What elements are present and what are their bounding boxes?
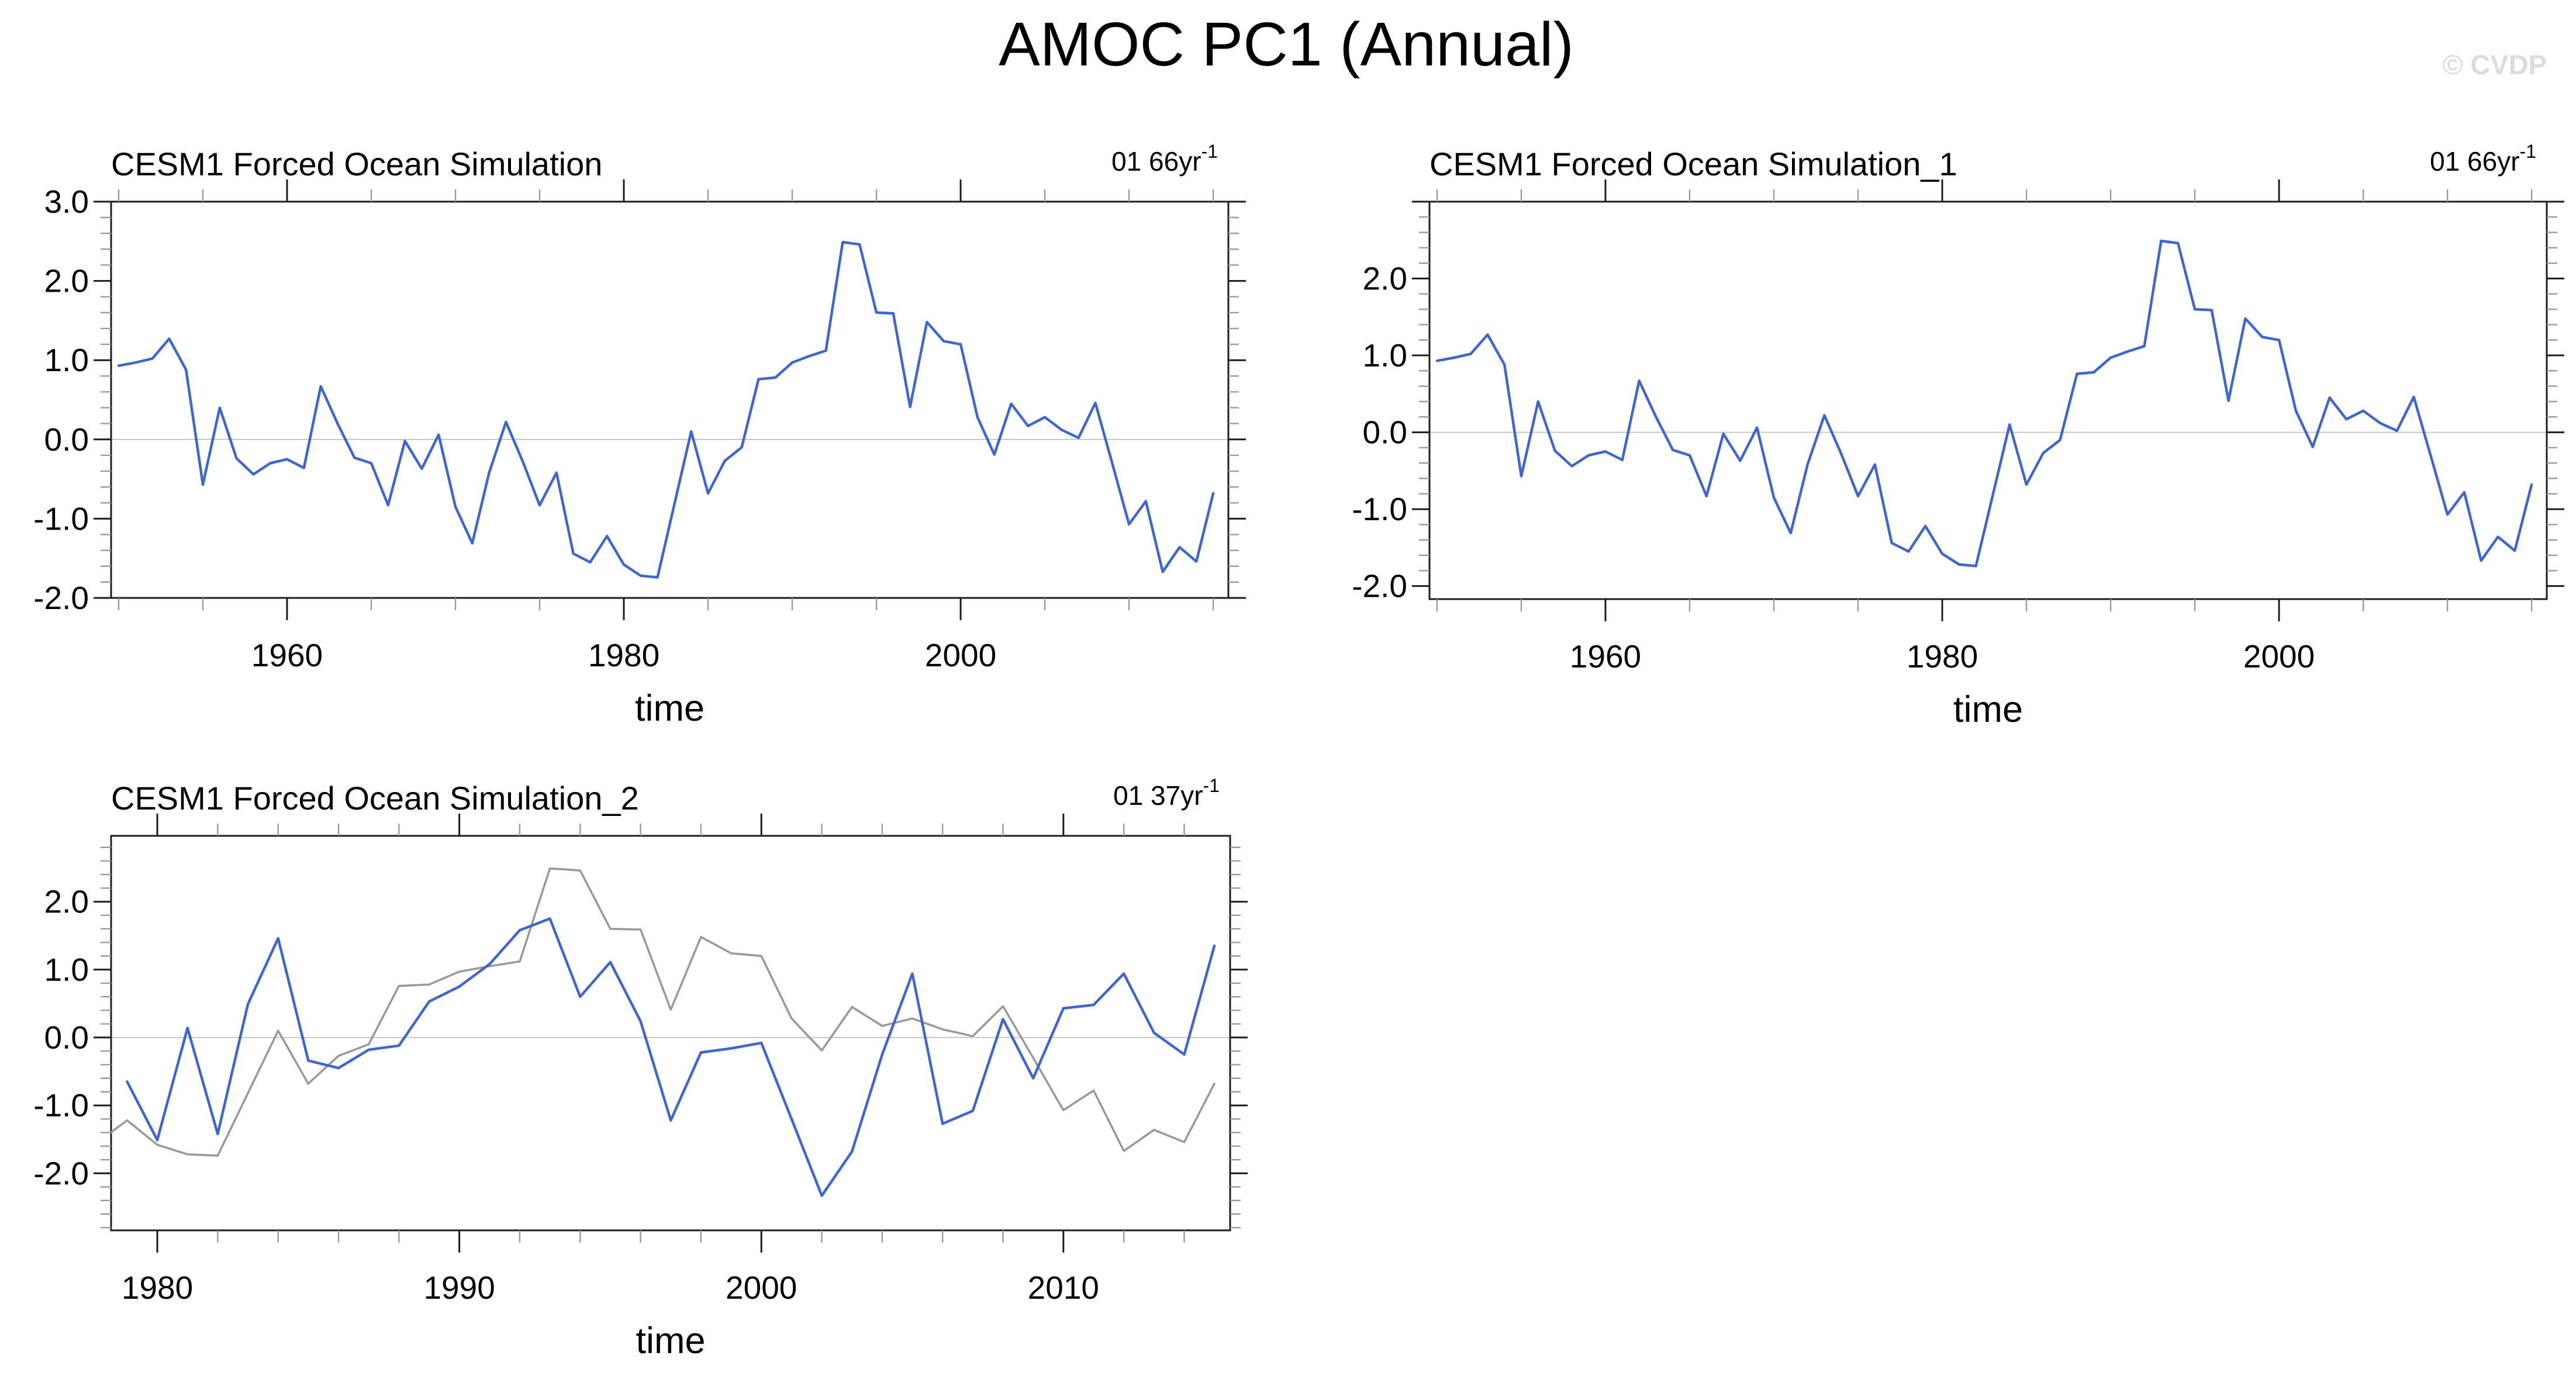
series-group xyxy=(111,867,1216,1197)
x-tick-label: 1980 xyxy=(122,1270,193,1306)
series-group xyxy=(1435,239,2533,568)
panel-2: 2.0 1.0 0.0 -1.0 -2.0 1960 1980 2000 CESM1 Force… xyxy=(1352,141,2564,730)
x-tick-label: 2010 xyxy=(1028,1270,1099,1306)
series-line-blue xyxy=(126,917,1216,1197)
y-tick-label: -1.0 xyxy=(33,500,89,537)
panel-1: 3.0 2.0 1.0 0.0 -1.0 -2.0 1960 1980 2000 CESM1 Fo… xyxy=(33,141,1246,729)
x-axis-label: time xyxy=(636,1320,705,1361)
panel-title: CESM1 Forced Ocean Simulation_2 xyxy=(111,780,639,817)
panel-3: 2.0 1.0 0.0 -1.0 -2.0 1980 1990 2000 2010 CESM1 F… xyxy=(33,775,1248,1361)
x-axis-label: time xyxy=(1953,689,2023,730)
x-tick-label: 2000 xyxy=(925,637,996,673)
panel-corner-label: 01 37yr-1 xyxy=(1113,775,1220,811)
y-tick-label: -2.0 xyxy=(1352,568,1407,604)
y-tick-label: 2.0 xyxy=(44,884,89,920)
y-tick-label: 3.0 xyxy=(44,184,89,220)
y-tick-label: 0.0 xyxy=(44,1019,89,1056)
x-tick-label: 2000 xyxy=(726,1270,797,1306)
x-tick-label: 2000 xyxy=(2243,638,2315,675)
figure-title: AMOC PC1 (Annual) xyxy=(999,10,1574,79)
y-tick-label: -2.0 xyxy=(33,580,89,616)
plot-frame xyxy=(110,200,1230,599)
panel-corner-label: 01 66yr-1 xyxy=(2430,141,2536,177)
y-tick-label: 1.0 xyxy=(1363,337,1407,373)
y-tick-label: -1.0 xyxy=(33,1087,89,1123)
panel-title: CESM1 Forced Ocean Simulation_1 xyxy=(1429,146,1957,182)
plot-frame xyxy=(1428,200,2548,600)
x-tick-label: 1960 xyxy=(1570,638,1641,675)
y-tick-label: 0.0 xyxy=(44,421,89,458)
x-axis-label: time xyxy=(635,688,705,729)
series-line-blue xyxy=(1435,239,2533,568)
series-line-gray xyxy=(111,867,1216,1157)
y-tick-label: 2.0 xyxy=(44,263,89,299)
x-tick-label: 1960 xyxy=(251,637,323,673)
x-tick-label: 1980 xyxy=(1907,638,1978,675)
y-tick-label: 1.0 xyxy=(44,952,89,988)
series-group xyxy=(117,240,1215,579)
panel-title: CESM1 Forced Ocean Simulation xyxy=(111,146,602,182)
y-tick-label: 1.0 xyxy=(44,342,89,378)
cvdp-watermark: © CVDP xyxy=(2443,49,2547,80)
y-tick-label: 2.0 xyxy=(1363,261,1407,297)
series-line-blue xyxy=(117,240,1215,579)
panels-container: 3.0 2.0 1.0 0.0 -1.0 -2.0 1960 1980 2000 CESM1 Fo… xyxy=(33,141,2564,1361)
x-tick-label: 1990 xyxy=(423,1270,495,1306)
plot-frame xyxy=(110,835,1231,1232)
x-tick-label: 1980 xyxy=(588,637,659,673)
y-tick-label: -2.0 xyxy=(33,1155,89,1191)
y-tick-label: -1.0 xyxy=(1352,491,1407,527)
y-tick-label: 0.0 xyxy=(1363,414,1407,451)
panel-corner-label: 01 66yr-1 xyxy=(1111,141,1218,177)
